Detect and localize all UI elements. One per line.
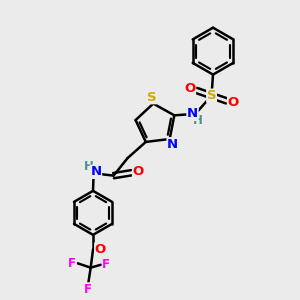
Text: O: O — [228, 96, 239, 109]
Text: F: F — [68, 257, 76, 270]
Text: O: O — [184, 82, 196, 95]
Text: N: N — [187, 107, 198, 120]
Text: S: S — [207, 89, 216, 102]
Text: N: N — [90, 165, 101, 178]
Text: N: N — [167, 138, 178, 151]
Text: O: O — [95, 243, 106, 256]
Text: F: F — [84, 283, 92, 296]
Text: H: H — [83, 160, 93, 173]
Text: S: S — [147, 91, 157, 104]
Text: F: F — [102, 258, 110, 271]
Text: H: H — [193, 114, 203, 127]
Text: O: O — [133, 165, 144, 178]
